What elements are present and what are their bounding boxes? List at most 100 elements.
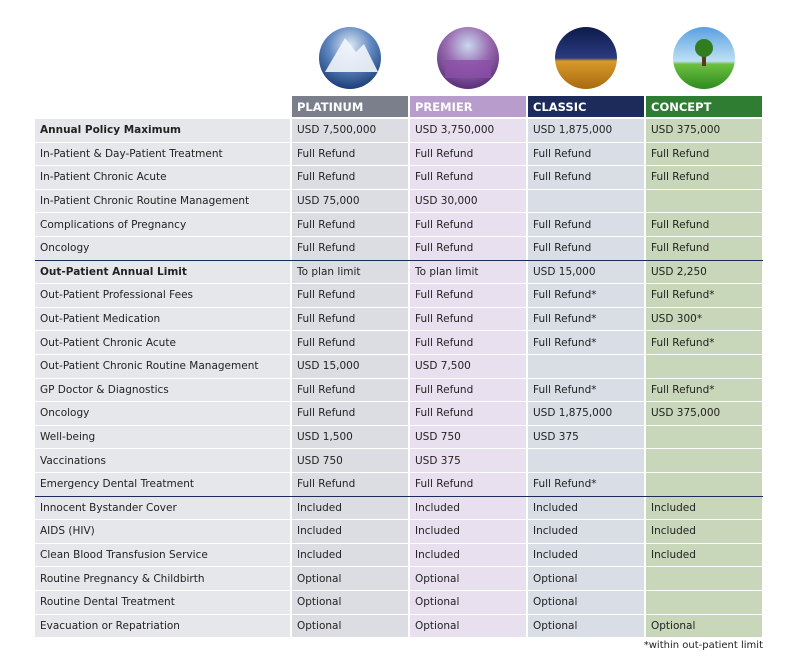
cell: To plan limit (410, 260, 526, 284)
cell: Optional (292, 567, 408, 590)
classic-icon (555, 27, 617, 89)
row-label: Routine Pregnancy & Childbirth (35, 567, 290, 590)
cell: Included (410, 543, 526, 567)
cell: Full Refund (292, 473, 408, 496)
row-label: Evacuation or Repatriation (35, 614, 290, 638)
cell: USD 2,250 (646, 260, 762, 284)
cell: USD 750 (292, 449, 408, 472)
row-label: Routine Dental Treatment (35, 591, 290, 614)
cell: USD 3,750,000 (410, 119, 526, 142)
cell: Full Refund (292, 331, 408, 354)
row-label: In-Patient Chronic Acute (35, 166, 290, 189)
cell: Full Refund (528, 166, 644, 189)
cell: Full Refund (410, 473, 526, 496)
cell: USD 1,875,000 (528, 402, 644, 425)
column-header: CLASSIC (528, 96, 644, 117)
cell: Included (292, 543, 408, 567)
cell: Full Refund (646, 213, 762, 236)
cell: Full Refund* (528, 473, 644, 496)
cell: USD 15,000 (528, 260, 644, 284)
row-label: Out-Patient Chronic Acute (35, 331, 290, 354)
cell: Full Refund (292, 166, 408, 189)
cell (646, 425, 762, 449)
cell: USD 375,000 (646, 402, 762, 425)
row-label: Out-Patient Professional Fees (35, 284, 290, 307)
cell: Full Refund (410, 402, 526, 425)
cell: Optional (292, 591, 408, 614)
cell: Full Refund (646, 142, 762, 166)
cell: Full Refund (646, 237, 762, 260)
cell: Full Refund (292, 307, 408, 331)
cell: Full Refund (528, 237, 644, 260)
cell: USD 1,500 (292, 425, 408, 449)
footnote: *within out-patient limit (643, 640, 763, 651)
cell: Full Refund (292, 378, 408, 402)
cell: Full Refund (292, 402, 408, 425)
cell: Full Refund (292, 213, 408, 236)
cell: Full Refund* (646, 331, 762, 354)
cell (646, 189, 762, 213)
cell: Included (528, 543, 644, 567)
cell (646, 355, 762, 378)
cell: USD 375,000 (646, 119, 762, 142)
cell: Optional (292, 614, 408, 638)
cell: Optional (410, 614, 526, 638)
column-header: PLATINUM (292, 96, 408, 117)
cell: To plan limit (292, 260, 408, 284)
row-label: Oncology (35, 402, 290, 425)
cell (646, 449, 762, 472)
cell: Optional (410, 591, 526, 614)
cell: Included (410, 520, 526, 543)
cell: Full Refund (410, 142, 526, 166)
cell (528, 355, 644, 378)
cell (646, 473, 762, 496)
row-label: Well-being (35, 425, 290, 449)
cell (528, 189, 644, 213)
cell: USD 75,000 (292, 189, 408, 213)
cell: USD 1,875,000 (528, 119, 644, 142)
section-separator (35, 495, 763, 498)
column-header: CONCEPT (646, 96, 762, 117)
cell: Included (646, 520, 762, 543)
cell (646, 591, 762, 614)
cell: Included (528, 520, 644, 543)
row-label: Out-Patient Annual Limit (35, 260, 290, 284)
cell: Full Refund (410, 237, 526, 260)
cell: Optional (528, 567, 644, 590)
cell: Full Refund (292, 237, 408, 260)
cell: USD 300* (646, 307, 762, 331)
cell: USD 7,500,000 (292, 119, 408, 142)
row-label: In-Patient & Day-Patient Treatment (35, 142, 290, 166)
row-label: Emergency Dental Treatment (35, 473, 290, 496)
column-header: PREMIER (410, 96, 526, 117)
row-label: Clean Blood Transfusion Service (35, 543, 290, 567)
cell: Optional (410, 567, 526, 590)
cell: Included (410, 496, 526, 520)
cell: Full Refund* (528, 378, 644, 402)
row-label: Complications of Pregnancy (35, 213, 290, 236)
row-label: Oncology (35, 237, 290, 260)
cell: Full Refund (410, 284, 526, 307)
cell: Full Refund (410, 307, 526, 331)
cell (646, 567, 762, 590)
plan-icons (319, 27, 735, 89)
row-label: Vaccinations (35, 449, 290, 472)
cell: Full Refund* (528, 307, 644, 331)
cell: Full Refund (292, 284, 408, 307)
cell: Full Refund* (528, 284, 644, 307)
cell: Optional (646, 614, 762, 638)
row-label: Innocent Bystander Cover (35, 496, 290, 520)
cell: Full Refund (528, 213, 644, 236)
cell: Full Refund (528, 142, 644, 166)
cell: Included (646, 543, 762, 567)
cell: Optional (528, 614, 644, 638)
section-separator (35, 259, 763, 262)
cell: USD 30,000 (410, 189, 526, 213)
cell (528, 449, 644, 472)
row-label: Annual Policy Maximum (35, 119, 290, 142)
cell: Full Refund (292, 142, 408, 166)
premier-icon (437, 27, 499, 89)
cell: USD 7,500 (410, 355, 526, 378)
cell: Full Refund (410, 166, 526, 189)
